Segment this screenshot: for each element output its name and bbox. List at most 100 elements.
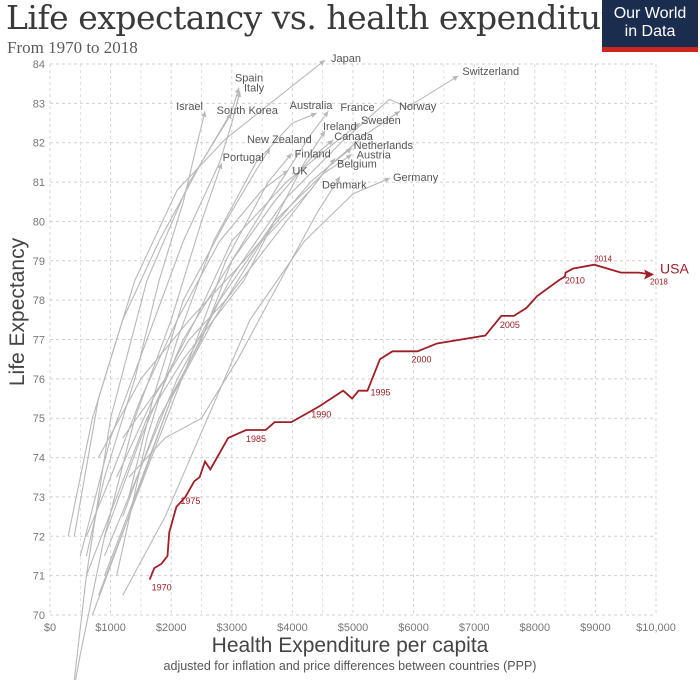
year-label: 1990 (311, 409, 331, 419)
arrow-south-korea-icon (226, 113, 232, 120)
label-sweden: Sweden (361, 115, 401, 127)
y-tick-label: 74 (33, 453, 45, 465)
arrow-japan-icon (319, 60, 326, 66)
y-tick-label: 82 (33, 138, 45, 150)
arrow-italy-icon (236, 91, 242, 98)
y-tick-label: 84 (33, 59, 45, 71)
arrow-spain-icon (234, 87, 240, 94)
label-netherlands: Netherlands (354, 140, 414, 152)
arrow-sweden-icon (354, 123, 360, 129)
x-tick-label: $8000 (520, 622, 551, 634)
logo-line-2: in Data (624, 23, 676, 40)
x-tick-label: $3000 (217, 622, 248, 634)
year-label: 1985 (246, 434, 266, 444)
y-tick-label: 78 (33, 295, 45, 307)
line-belgium (104, 158, 336, 576)
x-tick-label: $5000 (338, 622, 369, 634)
line-usa (148, 263, 653, 580)
x-tick-label: $10,000 (636, 622, 676, 634)
arrow-uk-icon (282, 170, 289, 176)
label-israel: Israel (176, 101, 203, 113)
x-tick-label: $4000 (277, 622, 308, 634)
arrow-netherlands-icon (345, 148, 352, 154)
arrow-ireland-icon (319, 130, 326, 137)
arrow-austria-icon (345, 154, 352, 160)
label-austria: Austria (357, 150, 392, 162)
x-tick-label: $0 (44, 622, 56, 634)
line-new-zealand (104, 147, 271, 557)
line-israel (85, 111, 206, 557)
y-tick-label: 83 (33, 98, 45, 110)
label-italy: Italy (244, 83, 265, 95)
year-label: 1995 (370, 388, 390, 398)
label-france: France (340, 102, 374, 114)
line-uk (85, 169, 289, 537)
y-tick-label: 73 (33, 492, 45, 504)
label-australia: Australia (290, 100, 334, 112)
label-new-zealand: New Zealand (247, 134, 312, 146)
label-portugal: Portugal (223, 152, 264, 164)
line-spain (67, 87, 240, 537)
x-tick-label: $2000 (156, 622, 187, 634)
line-canada (122, 139, 334, 517)
label-ireland: Ireland (323, 121, 357, 133)
label-norway: Norway (399, 101, 437, 113)
arrow-norway-icon (394, 111, 400, 117)
y-tick-label: 80 (33, 216, 45, 228)
owid-logo[interactable]: Our World in Data (602, 0, 698, 52)
label-usa: USA (660, 261, 689, 277)
line-netherlands (116, 147, 353, 478)
label-belgium: Belgium (337, 158, 377, 170)
arrow-switzerland-icon (452, 75, 459, 81)
arrow-new-zealand-icon (264, 148, 270, 155)
logo-accent-bar (602, 47, 698, 52)
label-germany: Germany (393, 172, 439, 184)
line-norway (97, 110, 401, 458)
arrow-canada-icon (327, 139, 334, 146)
year-label: 2014 (594, 255, 612, 264)
line-south-korea (73, 112, 233, 681)
line-portugal (75, 162, 223, 681)
y-tick-label: 72 (33, 531, 45, 543)
x-tick-label: $1000 (95, 622, 126, 634)
chart-subtitle: From 1970 to 2018 (7, 38, 138, 57)
y-tick-label: 70 (33, 610, 45, 622)
year-label: 2018 (650, 278, 668, 287)
arrow-denmark-icon (334, 176, 340, 183)
year-label: 2010 (565, 276, 585, 286)
line-switzerland (128, 75, 459, 498)
arrow-france-icon (323, 111, 329, 118)
x-tick-label: $9000 (580, 622, 611, 634)
y-tick-label: 81 (33, 177, 45, 189)
y-tick-label: 75 (33, 413, 45, 425)
line-denmark (128, 176, 341, 478)
label-switzerland: Switzerland (462, 66, 519, 78)
arrow-usa-icon (644, 269, 655, 280)
label-finland: Finland (295, 148, 331, 160)
arrow-finland-icon (286, 153, 292, 160)
year-label: 2000 (411, 354, 431, 364)
line-australia (116, 112, 317, 576)
label-south-korea: South Korea (217, 105, 279, 117)
x-tick-label: $6000 (398, 622, 429, 634)
x-tick-label: $7000 (459, 622, 490, 634)
year-label: 1970 (152, 583, 172, 593)
y-tick-label: 79 (33, 256, 45, 268)
arrow-portugal-icon (217, 163, 223, 170)
label-denmark: Denmark (322, 180, 367, 192)
arrow-australia-icon (310, 112, 317, 118)
label-spain: Spain (235, 73, 263, 85)
y-axis-label: Life Expectancy (6, 237, 29, 387)
x-axis-sublabel: adjusted for inflation and price differe… (163, 659, 537, 673)
line-ireland (85, 130, 326, 576)
y-tick-label: 71 (33, 571, 45, 583)
chart-title: Life expectancy vs. health expenditure (6, 0, 635, 37)
label-canada: Canada (334, 131, 373, 143)
year-label: 1975 (180, 496, 200, 506)
y-tick-label: 76 (33, 374, 45, 386)
x-axis-label: Health Expenditure per capita (211, 634, 489, 657)
logo-line-1: Our World (613, 5, 687, 22)
label-japan: Japan (331, 53, 361, 65)
arrow-israel-icon (201, 111, 207, 118)
